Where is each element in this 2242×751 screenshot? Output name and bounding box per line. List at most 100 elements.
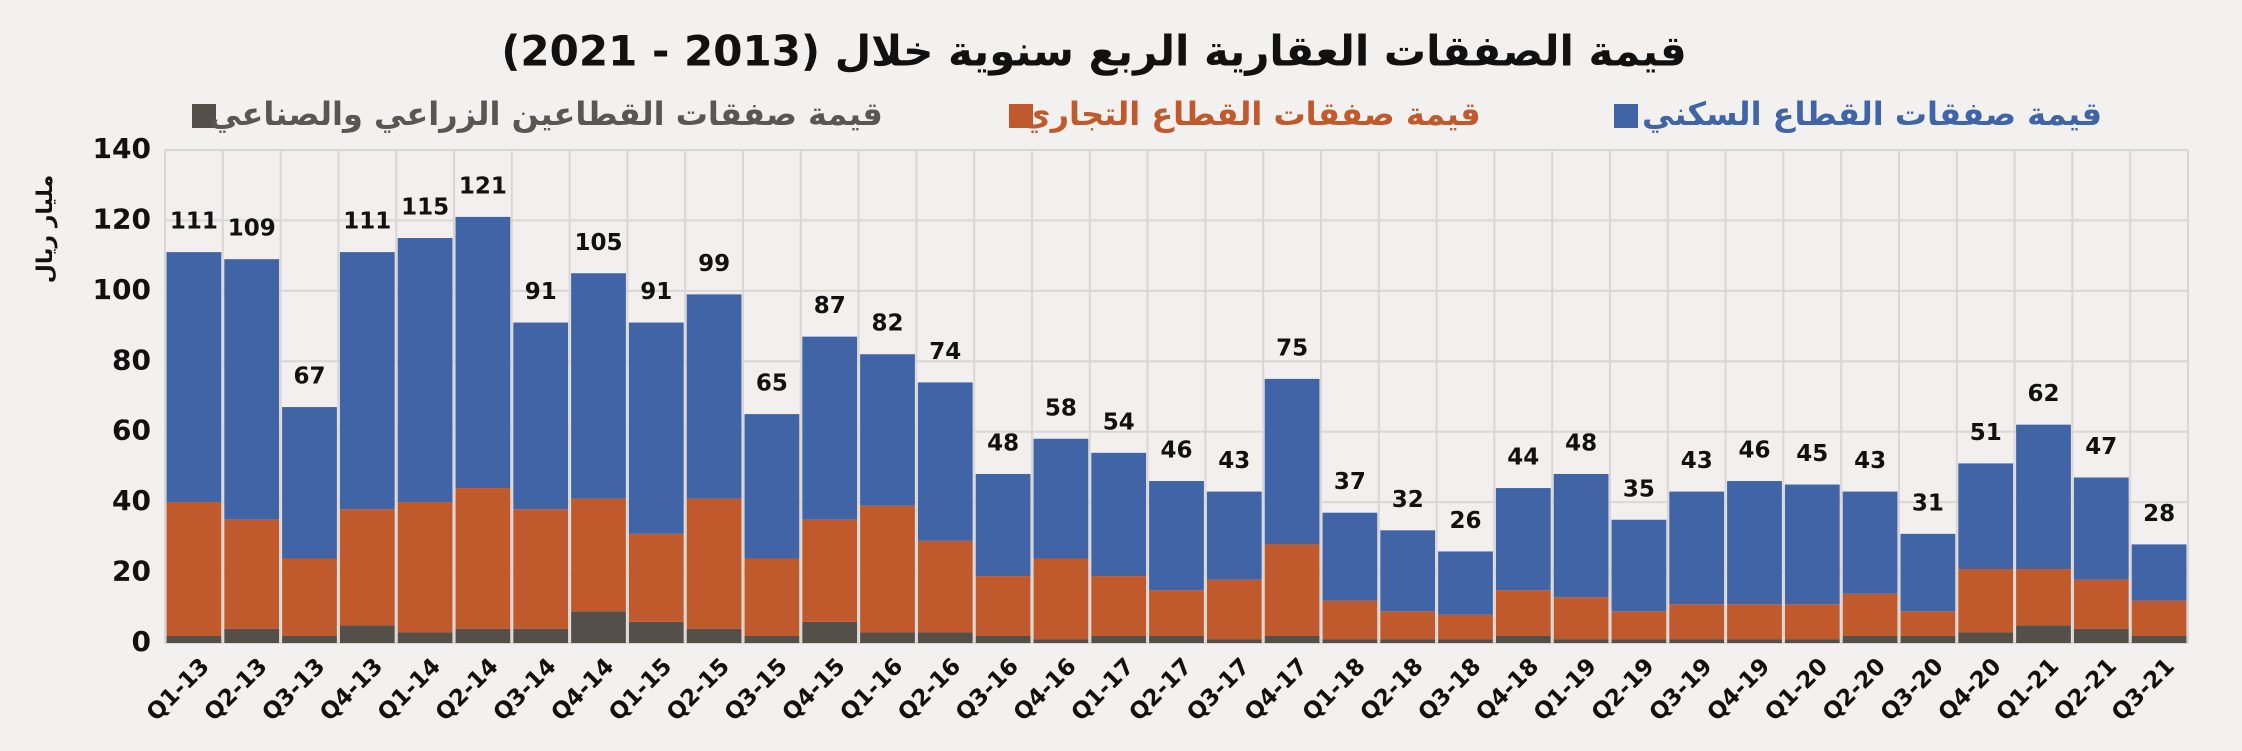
- bar-segment: [2131, 544, 2187, 601]
- bar-segment: [917, 540, 973, 633]
- bar-segment: [571, 611, 626, 643]
- total-label: 35: [1623, 476, 1655, 502]
- bar-segment: [1669, 604, 1725, 640]
- bar-segment: [2016, 424, 2071, 570]
- bar-segment: [917, 632, 973, 643]
- bar-segment: [1322, 512, 1378, 601]
- total-label: 82: [871, 311, 903, 337]
- bar-segment: [2016, 569, 2071, 626]
- bar-segment: [397, 632, 453, 643]
- bar-segment: [1264, 544, 1320, 636]
- bar-segment: [513, 509, 569, 629]
- bar-segment: [1438, 551, 1493, 615]
- bar-segment: [339, 252, 395, 510]
- legend-swatch: [1614, 104, 1638, 128]
- bar-segment: [224, 519, 280, 629]
- bar-segment: [860, 354, 915, 506]
- total-label: 48: [987, 430, 1019, 456]
- y-tick-label: 100: [93, 273, 151, 306]
- bar-segment: [860, 632, 915, 643]
- bar-segment: [917, 382, 973, 541]
- bar-segment: [339, 625, 395, 643]
- total-label: 121: [459, 173, 507, 199]
- bar-segment: [2073, 579, 2129, 629]
- legend-label: قيمة صفقات القطاع التجاري: [1021, 95, 1480, 133]
- bar-segment: [686, 498, 742, 629]
- total-label: 32: [1392, 487, 1424, 513]
- bar-segment: [1611, 611, 1667, 640]
- total-label: 65: [756, 371, 788, 397]
- bar-segment: [1322, 600, 1378, 640]
- y-axis-label: مليار ريال: [33, 175, 58, 283]
- bar-segment: [1149, 635, 1204, 643]
- total-label: 43: [1218, 448, 1250, 474]
- bar-segment: [744, 414, 800, 559]
- bar-segment: [1784, 604, 1840, 640]
- bar-segment: [1727, 481, 1782, 605]
- total-label: 47: [2085, 434, 2117, 460]
- total-label: 87: [814, 293, 846, 319]
- total-label: 28: [2143, 501, 2175, 527]
- bar-segment: [1842, 635, 1898, 643]
- chart-title: قيمة الصفقات العقارية الربع سنوية خلال (…: [501, 27, 1687, 77]
- bar-segment: [628, 533, 684, 622]
- total-label: 37: [1334, 469, 1366, 495]
- total-label: 58: [1045, 395, 1077, 421]
- total-label: 43: [1681, 448, 1713, 474]
- bar-segment: [802, 621, 858, 643]
- bar-segment: [1958, 632, 2014, 643]
- bar-segment: [686, 294, 742, 499]
- bar-segment: [628, 621, 684, 643]
- bar-segment: [1380, 611, 1436, 640]
- bar-segment: [166, 635, 222, 643]
- bar-segment: [744, 558, 800, 636]
- total-label: 99: [698, 251, 730, 277]
- total-label: 75: [1276, 335, 1308, 361]
- bar-segment: [1033, 558, 1089, 640]
- bar-segment: [1727, 604, 1782, 640]
- bar-segment: [2073, 477, 2129, 580]
- bar-segment: [1958, 569, 2014, 633]
- legend-swatch: [192, 104, 216, 128]
- bar-segment: [1900, 611, 1956, 636]
- bar-segment: [282, 558, 337, 636]
- bar-segment: [802, 519, 858, 622]
- bar-segment: [455, 488, 511, 629]
- total-label: 48: [1565, 430, 1597, 456]
- bar-segment: [224, 259, 280, 520]
- bar-segment: [802, 336, 858, 520]
- legend-label: قيمة صفقات القطاع السكني: [1642, 95, 2102, 133]
- bar-segment: [571, 498, 626, 612]
- total-label: 91: [525, 279, 557, 305]
- bar-segment: [2131, 600, 2187, 636]
- total-label: 46: [1738, 438, 1770, 464]
- bar-segment: [1553, 639, 1609, 643]
- bar-segment: [166, 502, 222, 636]
- total-label: 74: [929, 339, 961, 365]
- bar-segment: [1611, 639, 1667, 643]
- bar-segment: [860, 505, 915, 633]
- bar-segment: [513, 628, 569, 643]
- bar-segment: [1206, 579, 1262, 640]
- y-tick-label: 120: [93, 202, 151, 235]
- bar-segment: [744, 635, 800, 643]
- bar-segment: [1611, 519, 1667, 612]
- bar-segment: [1900, 635, 1956, 643]
- bar-segment: [455, 216, 511, 489]
- bar-segment: [975, 635, 1031, 643]
- bar-segment: [2073, 628, 2129, 643]
- bar-segment: [1553, 473, 1609, 598]
- total-label: 46: [1160, 438, 1192, 464]
- bar-segment: [628, 322, 684, 534]
- total-label: 43: [1854, 448, 1886, 474]
- bar-segment: [1669, 491, 1725, 605]
- bar-segment: [1900, 533, 1956, 612]
- total-label: 45: [1796, 441, 1828, 467]
- bar-segment: [282, 407, 337, 559]
- bar-segment: [1553, 597, 1609, 640]
- y-tick-label: 20: [112, 555, 151, 588]
- legend-label: قيمة صفقات القطاعين الزراعي والصناعي: [209, 95, 883, 133]
- bar-segment: [1206, 639, 1262, 643]
